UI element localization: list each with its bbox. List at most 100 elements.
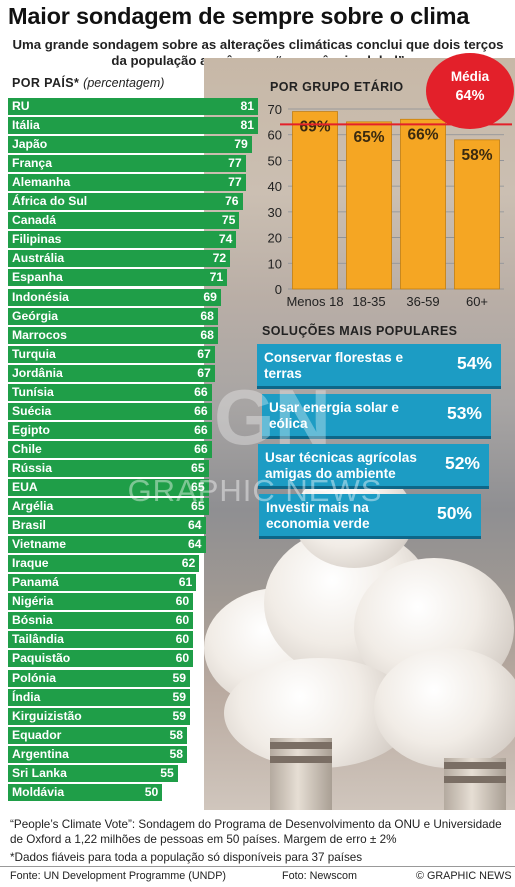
- country-value: 61: [178, 575, 193, 590]
- solution-value: 52%: [444, 453, 480, 473]
- country-label: Japão: [12, 137, 48, 152]
- country-label: África do Sul: [12, 194, 88, 209]
- country-chart-header: Por País* (percentagem): [12, 76, 164, 90]
- country-label: Polónia: [12, 670, 57, 685]
- country-value: 66: [194, 441, 208, 456]
- country-bar: África do Sul 76: [8, 193, 243, 211]
- country-bar: Geórgia 68: [8, 307, 218, 325]
- country-label: Paquistão: [12, 651, 71, 666]
- country-value: 67: [197, 365, 211, 380]
- y-tick-label: 50: [268, 153, 282, 168]
- country-value: 50: [144, 784, 159, 799]
- country-label: Marrocos: [12, 327, 67, 342]
- y-tick-label: 10: [268, 256, 282, 271]
- country-value: 59: [172, 670, 187, 685]
- age-bar-value: 69%: [299, 119, 330, 136]
- y-tick-label: 30: [268, 205, 282, 220]
- country-label: Panamá: [12, 575, 59, 590]
- age-category-label: 18-35: [352, 294, 385, 309]
- solution-label: Investir mais na economia verde: [266, 500, 370, 531]
- age-bar: [346, 121, 392, 290]
- country-value: 62: [181, 556, 196, 571]
- country-value: 55: [160, 765, 174, 780]
- country-bar: Kirguizistão 59: [8, 707, 191, 725]
- country-label: Sri Lanka: [12, 765, 67, 780]
- country-label: Tunísia: [12, 384, 54, 399]
- country-label: Brasil: [12, 518, 46, 533]
- country-value: 65: [191, 460, 205, 475]
- country-bar: Tailândia 60: [8, 631, 194, 649]
- country-value: 59: [172, 708, 187, 723]
- country-value: 68: [200, 327, 214, 342]
- age-bar: [292, 111, 338, 290]
- country-label: Itália: [12, 118, 40, 133]
- solution-box: Usar técnicas agrícolas amigas do ambien…: [258, 444, 489, 489]
- country-value: 76: [225, 194, 239, 209]
- average-label: Média: [451, 69, 490, 84]
- age-bar: [400, 118, 446, 290]
- country-value: 79: [234, 137, 248, 152]
- y-tick-label: 60: [268, 128, 282, 143]
- country-label: Equador: [12, 727, 62, 742]
- solution-value: 54%: [456, 353, 492, 373]
- y-tick-label: 0: [275, 282, 282, 297]
- country-value: 66: [194, 422, 208, 437]
- country-bar: Equador 58: [8, 726, 187, 744]
- country-value: 68: [200, 308, 214, 323]
- country-bar: Paquistão 60: [8, 650, 194, 668]
- country-label: Egipto: [12, 422, 50, 437]
- country-value: 74: [218, 232, 233, 247]
- country-label: Rússia: [12, 460, 52, 475]
- country-bar: Indonésia 69: [8, 288, 221, 306]
- country-bar: Rússia 65: [8, 459, 209, 477]
- solution-value: 50%: [436, 503, 472, 523]
- country-bar: Turquia 67: [8, 345, 215, 363]
- country-bar: Polónia 59: [8, 669, 191, 687]
- age-category-label: 36-59: [406, 294, 439, 309]
- source-credit: Fonte: UN Development Programme (UNDP): [10, 870, 227, 882]
- country-bar: Índia 59: [8, 688, 191, 706]
- footnote-data: *Dados fiáveis para toda a população só …: [10, 851, 363, 864]
- country-header-label: Por País: [12, 76, 75, 90]
- country-bar: Moldávia 50: [8, 783, 163, 801]
- country-bar: Austrália 72: [8, 250, 231, 268]
- country-bar: Itália 81: [8, 117, 258, 135]
- country-label: Nigéria: [12, 594, 54, 609]
- age-bar: [454, 139, 500, 290]
- footer-divider: [0, 866, 515, 867]
- country-value: 58: [169, 727, 183, 742]
- age-bar-value: 58%: [461, 147, 492, 164]
- country-value: 77: [228, 156, 242, 171]
- country-bar: Espanha 71: [8, 269, 228, 287]
- footnote-methodology: “People’s Climate Vote”: Sondagem do Pro…: [10, 818, 502, 846]
- smoke-cloud: [374, 648, 515, 768]
- photo-credit: Foto: Newscom: [282, 870, 357, 882]
- cooling-tower: [270, 738, 332, 810]
- country-bar: Argentina 58: [8, 745, 187, 763]
- country-header-unit: (percentagem): [83, 76, 165, 90]
- y-tick-label: 20: [268, 231, 282, 246]
- country-value: 60: [175, 594, 190, 609]
- country-label: EUA: [12, 480, 38, 494]
- country-value: 67: [197, 346, 211, 361]
- age-bar-value: 66%: [407, 126, 438, 143]
- age-category-label: 60+: [466, 294, 488, 309]
- country-value: 59: [172, 689, 187, 704]
- country-value: 65: [191, 499, 205, 514]
- country-label: Jordânia: [12, 365, 63, 380]
- country-value: 81: [240, 99, 254, 113]
- country-bar: Alemanha 77: [8, 174, 246, 192]
- solution-box: Usar energia solar e eólica 53%: [262, 394, 491, 439]
- country-label: Vietname: [12, 537, 66, 552]
- country-value: 60: [175, 632, 190, 647]
- age-chart-header: Por Grupo Etário: [270, 80, 404, 94]
- country-value: 71: [209, 270, 224, 285]
- country-bar: Nigéria 60: [8, 593, 194, 611]
- country-value: 60: [175, 613, 190, 628]
- country-value: 60: [175, 651, 190, 666]
- country-bar: Filipinas 74: [8, 231, 237, 249]
- country-label: Espanha: [12, 270, 63, 285]
- country-bar: França 77: [8, 155, 246, 173]
- y-tick-label: 70: [268, 102, 282, 117]
- average-value: 64%: [455, 88, 484, 104]
